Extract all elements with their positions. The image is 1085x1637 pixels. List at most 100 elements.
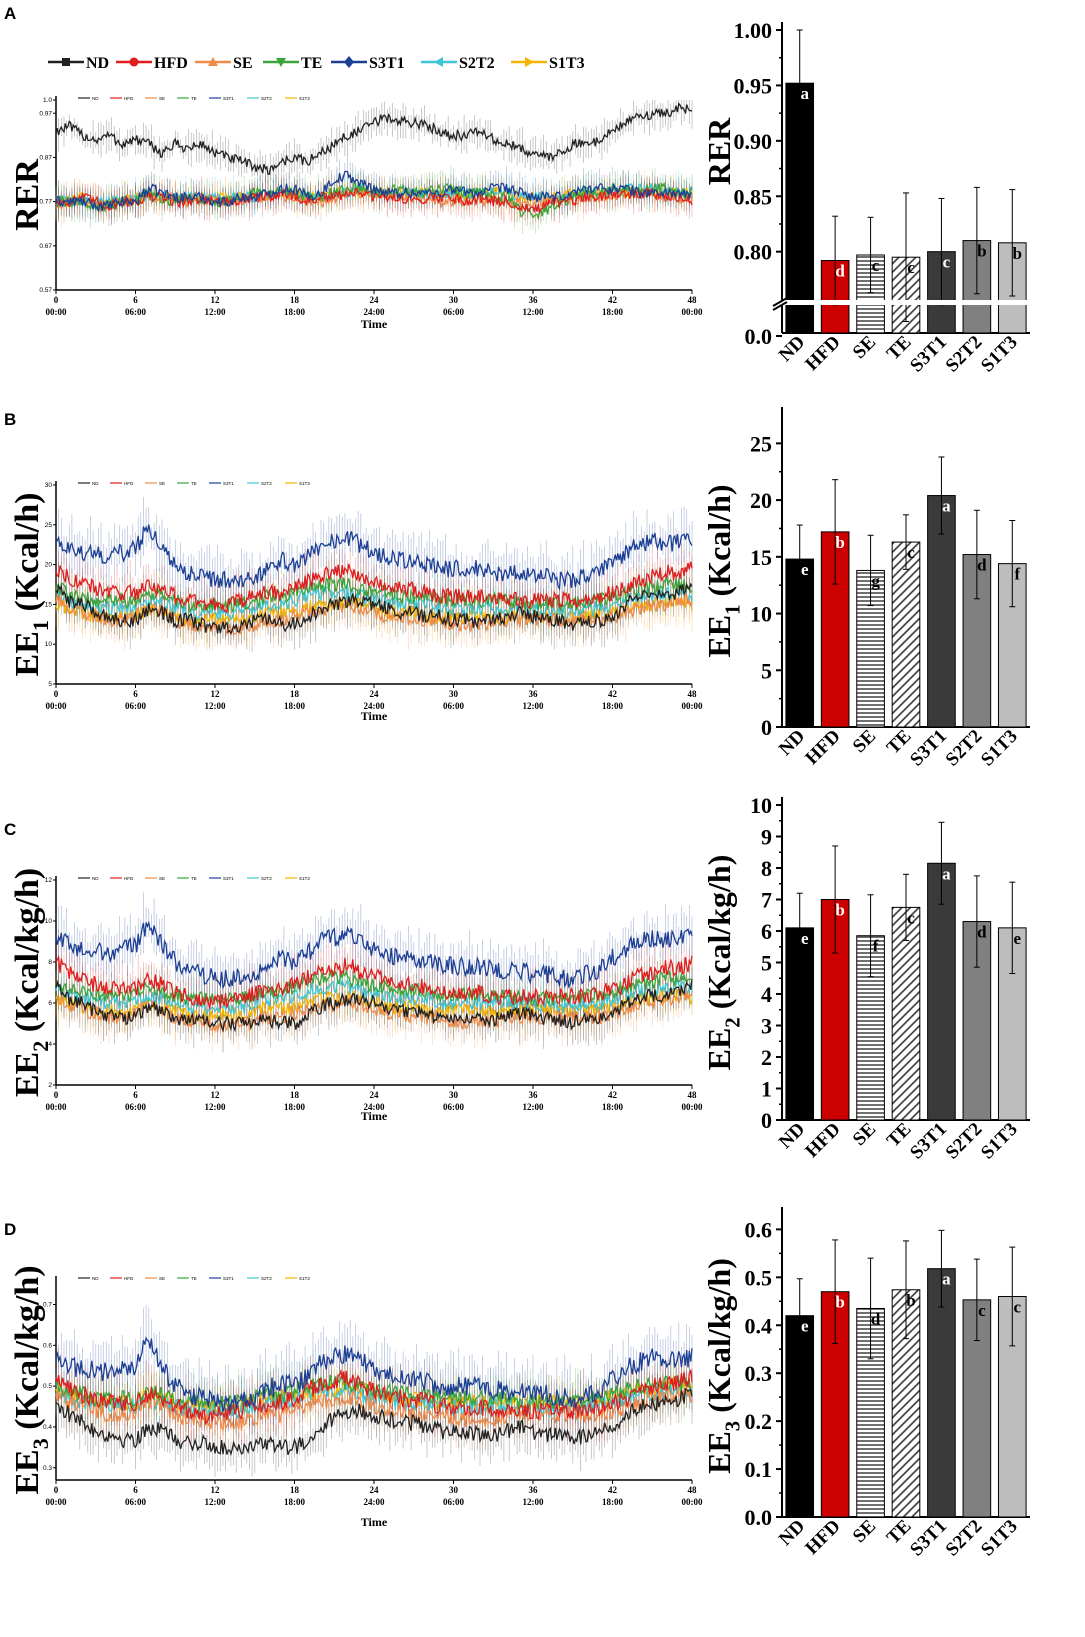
axis-break-mark — [772, 301, 788, 311]
y-tick-label: 2 — [761, 1045, 772, 1070]
y-tick-label: 25 — [750, 431, 772, 456]
x-tick-label: 30 — [449, 1485, 459, 1495]
inner-legend-label: TE — [191, 96, 197, 101]
x-tick-label: 12 — [211, 295, 221, 305]
significance-letter: c — [872, 256, 880, 275]
ee2-line-chart: 12108642000:00606:001212:001818:002424:0… — [9, 868, 703, 1123]
series-line-s2t2 — [55, 976, 693, 1016]
inner-legend-label: ND — [92, 1276, 99, 1281]
y-tick-label: 12 — [45, 877, 53, 884]
y-tick-label: 0.3 — [745, 1361, 773, 1386]
series-line-nd — [55, 1387, 693, 1457]
legend-item-se: SE — [195, 55, 253, 72]
y-tick-label: 5 — [48, 681, 52, 688]
y-label-unit: (Kcal/h) — [9, 493, 46, 620]
x-time-label: 12:00 — [523, 701, 544, 711]
x-time-label: 06:00 — [125, 701, 146, 711]
category-label: S2T2 — [942, 1516, 987, 1561]
y-tick-label: 4 — [761, 982, 772, 1007]
significance-letter: c — [907, 908, 915, 927]
x-tick-label: 6 — [133, 1090, 138, 1100]
x-tick-label: 48 — [688, 689, 698, 699]
x-time-label: 12:00 — [205, 1102, 226, 1112]
category-label: S1T3 — [977, 332, 1022, 377]
y-tick-label: 3 — [761, 1014, 772, 1039]
x-tick-label: 18 — [290, 295, 300, 305]
x-tick-label: 12 — [211, 689, 221, 699]
y-label-subscript: 3 — [722, 1421, 745, 1431]
series-line-nd — [55, 979, 693, 1033]
series-line-s3t1 — [55, 920, 693, 990]
series-line-te — [55, 1374, 693, 1412]
x-time-label: 06:00 — [443, 1102, 464, 1112]
y-tick-label: 0.77 — [39, 199, 52, 206]
y-tick-label: 0.67 — [39, 243, 52, 250]
y-label-main: EE — [701, 615, 737, 658]
legend-marker-triangle-icon — [276, 58, 286, 67]
category-label: S1T3 — [977, 1119, 1022, 1164]
significance-letter: a — [942, 864, 951, 883]
bar-te — [891, 906, 921, 1121]
significance-letter: f — [873, 937, 879, 956]
legend-label: HFD — [154, 55, 188, 72]
y-axis-label: EE1 (Kcal/h) — [9, 493, 53, 677]
y-tick-label: 10 — [750, 793, 772, 818]
rer-line-chart: 1.0 0.97 0.87 0.77 0.67 0.570 00:00 6 06:00 12 12:… — [9, 96, 703, 331]
significance-letter: d — [977, 556, 987, 575]
y-tick-label: 10 — [45, 918, 53, 925]
series-line-s3t1 — [55, 1336, 693, 1412]
significance-letter: b — [906, 1291, 915, 1310]
y-tick-label: 5 — [761, 658, 772, 683]
inner-legend-label: ND — [92, 481, 99, 486]
category-label: HFD — [801, 1119, 844, 1162]
inner-legend-label: SE — [159, 1276, 165, 1281]
legend-item-hfd: HFD — [116, 55, 188, 72]
y-label-main: EE — [701, 1431, 737, 1474]
inner-legend-label: S2T2 — [261, 481, 272, 486]
x-axis-label: Time — [361, 709, 388, 723]
x-tick-label: 36 — [529, 1090, 539, 1100]
inner-legend-label: HFD — [124, 481, 134, 486]
y-label-main: EE — [9, 1052, 46, 1097]
x-time-label: 18:00 — [284, 701, 305, 711]
y-label-main: EE — [9, 1449, 46, 1494]
significance-letter: a — [942, 497, 951, 516]
category-label: SE — [849, 726, 880, 757]
x-time-label: 12:00 — [523, 1497, 544, 1507]
category-label: SE — [849, 1119, 880, 1150]
y-axis-label: EE2 (Kcal/kg/h) — [701, 855, 745, 1071]
inner-legend-label: S2T2 — [261, 96, 272, 101]
x-time-label: 06:00 — [125, 1102, 146, 1112]
y-tick-label: 0.1 — [745, 1457, 773, 1482]
inner-legend-label: S1T3 — [299, 876, 310, 881]
legend-marker-triangle-icon — [434, 57, 443, 67]
inner-legend-label: S2T2 — [261, 876, 272, 881]
x-tick-label: 42 — [608, 1090, 618, 1100]
y-label-unit: (Kcal/kg/h) — [9, 868, 46, 1041]
x-time-label: 00:00 — [46, 701, 67, 711]
panel-letter-b: B — [4, 410, 16, 429]
rer-bar-chart: 1.000.950.900.850.800.0aNDdHFDcSEcTEcS3T… — [701, 18, 1034, 376]
axis-break-mark — [772, 297, 788, 307]
x-time-label: 18:00 — [602, 1102, 623, 1112]
y-label-unit: (Kcal/kg/h) — [701, 855, 737, 1018]
legend: ND HFD SE TE S3T1 S2T2 S1T3 — [48, 55, 585, 72]
x-time-label: 24:00 — [364, 1102, 385, 1112]
series-line-hfd — [55, 186, 693, 215]
significance-letter: c — [1014, 1297, 1022, 1316]
significance-letter: d — [977, 923, 987, 942]
inner-legend-label: HFD — [124, 1276, 134, 1281]
x-time-label: 18:00 — [602, 1497, 623, 1507]
x-time-label: 12:00 — [205, 307, 226, 317]
legend-label: ND — [86, 55, 109, 72]
inner-legend: ND HFD SE TE S3T1 S2T2 S1T3 — [78, 1276, 310, 1281]
inner-legend: ND HFD SE TE S3T1 S2T2 S1T3 — [78, 481, 310, 486]
x-tick-label: 36 — [529, 295, 539, 305]
legend-label: S2T2 — [459, 55, 495, 72]
y-axis-label: EE3 (Kcal/kg/h) — [701, 1258, 745, 1474]
x-time-label: 18:00 — [284, 307, 305, 317]
x-time-label: 24:00 — [364, 701, 385, 711]
significance-letter: c — [978, 1301, 986, 1320]
y-tick-label: 20 — [750, 488, 772, 513]
